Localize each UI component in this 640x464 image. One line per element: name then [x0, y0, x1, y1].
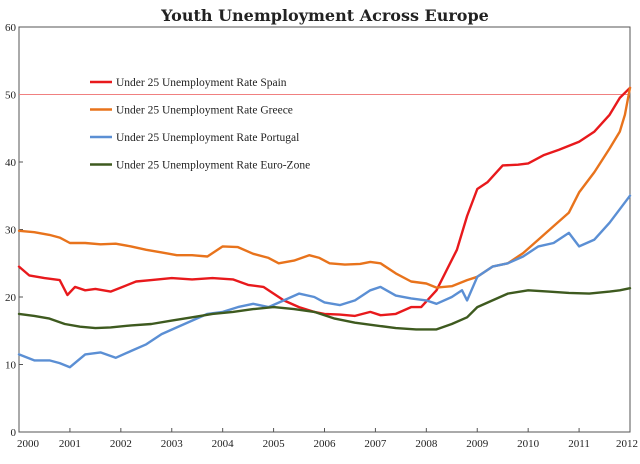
- y-tick-label: 50: [5, 90, 17, 102]
- legend-label-2: Under 25 Unemployment Rate Portugal: [116, 132, 299, 144]
- series-line-2: [17, 194, 632, 369]
- series-line-0: [17, 86, 632, 318]
- x-tick-label: 2007: [364, 438, 387, 450]
- x-tick-label: 2005: [263, 438, 286, 450]
- x-tick-label: 2006: [314, 438, 337, 450]
- series-line-3: [17, 287, 632, 331]
- x-tick-label: 2009: [466, 438, 489, 450]
- plot-frame: [18, 26, 631, 433]
- x-tick-label: 2003: [161, 438, 184, 450]
- plot-area: 0 10 20 30 40 50 60 2000 2001 2002 2003 2004 2005 200…: [5, 22, 638, 450]
- legend-label-3: Under 25 Unemployment Rate Euro-Zone: [116, 160, 310, 172]
- y-tick-label: 40: [5, 157, 17, 169]
- y-tick-label: 30: [5, 225, 17, 237]
- legend-label-1: Under 25 Unemployment Rate Greece: [116, 105, 293, 117]
- x-tick-label: 2008: [415, 438, 438, 450]
- x-tick-label: 2001: [59, 438, 81, 450]
- x-tick-label: 2012: [616, 438, 638, 450]
- y-tick-label: 0: [11, 427, 17, 439]
- legend-label-0: Under 25 Unemployment Rate Spain: [116, 77, 287, 89]
- x-tick-label: 2002: [110, 438, 132, 450]
- legend: Under 25 Unemployment Rate Spain Under 25…: [90, 77, 310, 172]
- y-tick-label: 60: [5, 22, 17, 34]
- chart-title: Youth Unemployment Across Europe: [160, 6, 489, 25]
- y-tick-label: 10: [5, 360, 17, 372]
- series-line-1: [17, 86, 632, 289]
- x-tick-label: 2011: [568, 438, 590, 450]
- x-tick-label: 2010: [517, 438, 540, 450]
- y-tick-label: 20: [5, 292, 17, 304]
- x-tick-label: 2000: [17, 438, 40, 450]
- x-tick-label: 2004: [212, 438, 235, 450]
